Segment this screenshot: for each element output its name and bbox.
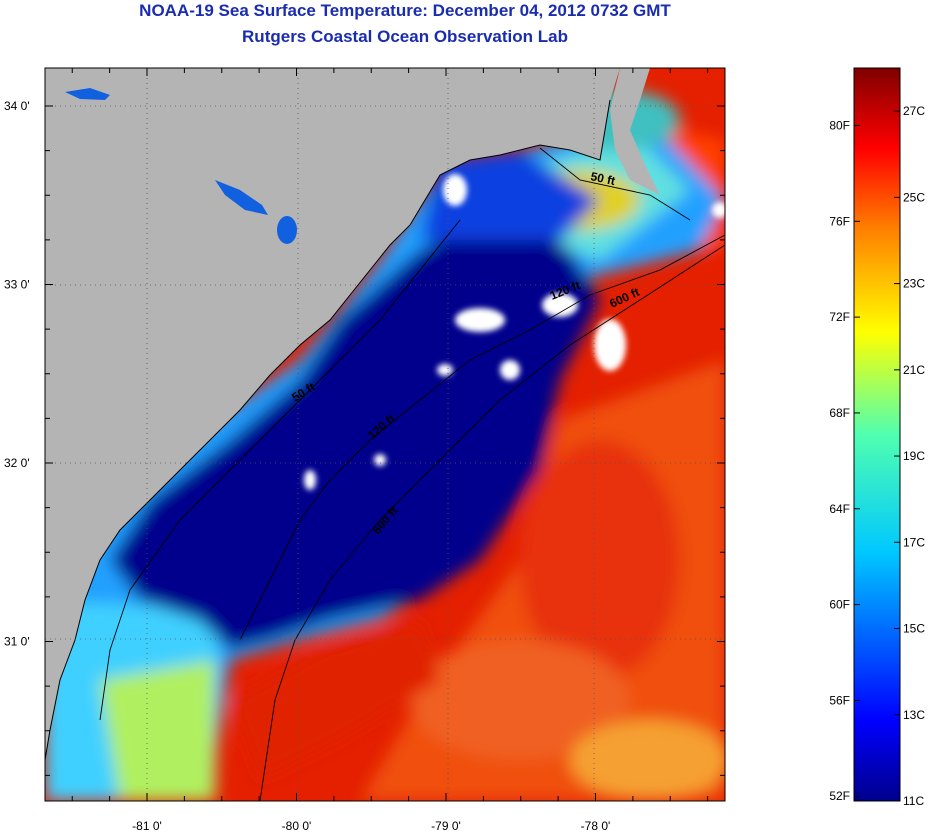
cloud-mask [304,174,725,490]
contour-50ft-north [539,147,691,221]
lat-label: 32 0' [4,456,30,470]
map-subtitle: Rutgers Coastal Ocean Observation Lab [242,27,568,46]
land-mass [45,68,620,760]
celsius-label: 25C [903,190,925,204]
contour-120ft [239,234,725,641]
lat-label: 33 0' [4,278,30,292]
cape-land [610,68,660,195]
lon-label: -80 0' [282,819,312,832]
fahrenheit-label: 68F [829,406,850,420]
celsius-label: 23C [903,277,925,291]
contour-600ft [259,244,725,801]
map-title: NOAA-19 Sea Surface Temperature: Decembe… [139,1,671,20]
celsius-label: 17C [903,535,925,549]
fahrenheit-label: 52F [829,789,850,803]
fahrenheit-label: 80F [829,118,850,132]
lat-label: 34 0' [4,99,30,113]
colorbar [853,67,901,802]
coastline [45,99,611,761]
sst-color-field [45,90,725,801]
sst-map: 50 ft 50 ft 120 ft 120 ft 600 ft 600 ft [45,68,725,801]
fahrenheit-label: 56F [829,693,850,707]
axis-ticks [45,68,725,801]
graticule [45,68,725,801]
celsius-label: 11C [903,794,924,808]
celsius-label: 19C [903,449,925,463]
contour-50ft [99,219,461,721]
fahrenheit-label: 60F [829,598,850,612]
lon-label: -81 0' [132,819,162,832]
celsius-label: 15C [903,622,925,636]
celsius-label: 27C [903,104,925,118]
colorbar-ticks [854,110,900,802]
lon-label: -79 0' [431,819,461,832]
inland-water [65,88,297,244]
fahrenheit-label: 76F [829,214,850,228]
lon-label: -78 0' [581,819,611,832]
map-frame [44,67,726,802]
fahrenheit-label: 72F [829,310,850,324]
axis-labels: 34 0' 33 0' 32 0' 31 0' -81 0' -80 0' -79 0' -7… [4,99,610,832]
celsius-label: 21C [903,363,925,377]
fahrenheit-label: 64F [829,502,850,516]
colorbar-labels: 27C 25C 23C 21C 19C 17C 15C 13C 11C 80F 76F 72F 68F 6… [829,104,925,808]
lat-label: 31 0' [4,635,30,649]
contour-label-50ft-north: 50 ft [589,169,616,188]
celsius-label: 13C [903,708,925,722]
